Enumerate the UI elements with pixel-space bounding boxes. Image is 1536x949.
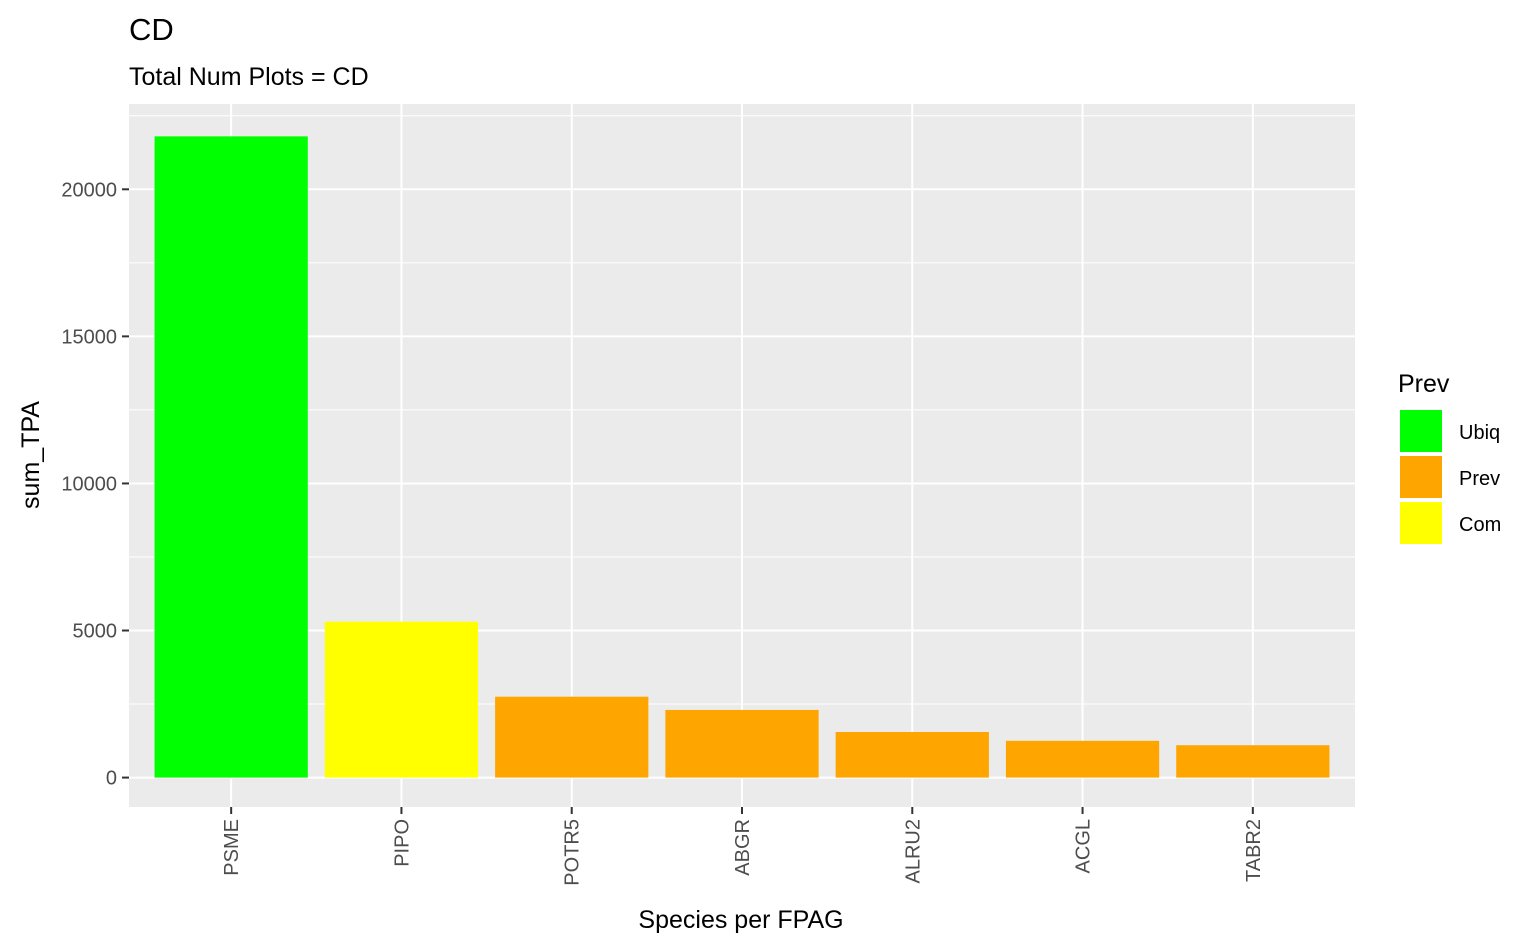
legend-key-prev [1398, 454, 1444, 500]
y-axis: 0 5000 10000 15000 20000 [61, 179, 129, 790]
bar-tabr2 [1176, 745, 1330, 778]
x-tick-label: ACGL [1073, 819, 1095, 873]
x-tick-label: PIPO [391, 819, 413, 867]
y-tick-label: 10000 [61, 473, 117, 495]
x-tick-label: ALRU2 [902, 819, 924, 883]
x-tick-label: TABR2 [1243, 819, 1265, 882]
bar-alru2 [835, 731, 989, 778]
y-tick-label: 20000 [61, 179, 117, 201]
y-axis-title: sum_TPA [17, 401, 45, 509]
x-tick-label: ABGR [732, 819, 754, 876]
bars [154, 136, 1330, 778]
legend-label: Com [1459, 514, 1501, 536]
x-axis: PSME PIPO POTR5 ABGR ALRU2 ACGL TABR2 [221, 807, 1265, 886]
y-tick-label: 15000 [61, 326, 117, 348]
x-tick-label: POTR5 [562, 819, 584, 886]
legend-title: Prev [1398, 370, 1450, 398]
legend: Prev Ubiq Prev Com [1398, 370, 1501, 546]
x-tick-label: PSME [221, 819, 243, 876]
legend-entries: Ubiq Prev Com [1398, 408, 1501, 546]
legend-label: Ubiq [1459, 422, 1500, 444]
chart-subtitle: Total Num Plots = CD [129, 63, 369, 91]
bar-abgr [665, 709, 819, 778]
legend-label: Prev [1459, 468, 1500, 490]
x-axis-title: Species per FPAG [638, 906, 843, 934]
legend-key-com [1398, 500, 1444, 546]
y-tick-label: 5000 [73, 621, 118, 643]
legend-key-ubiq [1398, 408, 1444, 454]
bar-acgl [1005, 740, 1160, 778]
y-tick-label: 0 [106, 768, 117, 790]
chart-title: CD [129, 12, 174, 47]
bar-pipo [324, 621, 479, 778]
bar-psme [154, 136, 308, 778]
bar-potr5 [495, 696, 649, 778]
